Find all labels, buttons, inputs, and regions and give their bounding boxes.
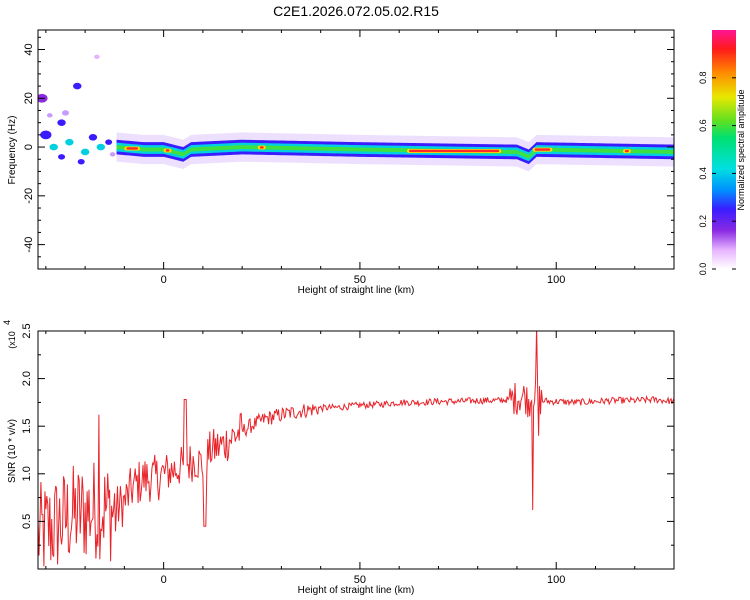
snr-scale-label: (x10 4 bbox=[2, 320, 17, 349]
snr-line bbox=[38, 331, 674, 567]
spectrogram-ytick-label: 0 bbox=[23, 144, 35, 150]
snr-plot-area bbox=[38, 331, 674, 569]
colorbar: 0.0 0.2 0.4 0.6 0.8 Normalized spectral ampl… bbox=[698, 30, 746, 275]
colorbar-tick-label: 0.6 bbox=[698, 119, 708, 132]
spectrogram-hotspot-core bbox=[534, 148, 551, 151]
snr-ytick-label: 0.5 bbox=[21, 514, 33, 529]
spectrogram-hotspot-core bbox=[409, 149, 500, 153]
colorbar-ticks: 0.0 0.2 0.4 0.6 0.8 bbox=[698, 72, 736, 276]
spectrogram-heatmap bbox=[38, 54, 674, 172]
colorbar-gradient bbox=[712, 30, 736, 269]
snr-xlabel: Height of straight line (km) bbox=[298, 585, 415, 596]
spectrogram-blob bbox=[61, 110, 69, 116]
snr-panel: 0 50 100 0.5 1.0 1.5 2.0 2.5 Height of straight… bbox=[2, 320, 675, 596]
snr-series bbox=[38, 331, 674, 567]
spectrogram-hotspot-core bbox=[165, 149, 170, 152]
snr-ylabel: SNR (10 * v/v) bbox=[7, 419, 18, 483]
spectrogram-ytick-label: -40 bbox=[23, 237, 35, 253]
spectrogram-xtick-label: 50 bbox=[354, 274, 366, 286]
spectrogram-ytick-label: 40 bbox=[23, 43, 35, 55]
spectrogram-blob bbox=[73, 82, 82, 90]
spectrogram-hotspot-core bbox=[259, 146, 264, 149]
snr-ticks: 0 50 100 0.5 1.0 1.5 2.0 2.5 bbox=[21, 323, 675, 586]
spectrogram-xlabel: Height of straight line (km) bbox=[298, 285, 415, 296]
snr-ytick-label: 2.5 bbox=[21, 323, 33, 338]
snr-ytick-label: 2.0 bbox=[21, 371, 33, 386]
snr-scale-text: (x10 bbox=[7, 331, 17, 349]
colorbar-tick-label: 0.2 bbox=[698, 215, 708, 228]
snr-xtick-label: 50 bbox=[354, 574, 366, 586]
colorbar-tick-label: 0.0 bbox=[698, 263, 708, 276]
spectrogram-hotspot-core bbox=[126, 147, 139, 150]
spectrogram-blob bbox=[57, 119, 66, 126]
colorbar-tick-label: 0.4 bbox=[698, 167, 708, 180]
snr-ytick-label: 1.0 bbox=[21, 466, 33, 481]
spectrogram-blob bbox=[58, 154, 66, 160]
figure-title: C2E1.2026.072.05.02.R15 bbox=[273, 3, 439, 19]
spectrogram-blob bbox=[94, 54, 100, 60]
spectrogram-xtick-label: 0 bbox=[161, 274, 167, 286]
spectrogram-blob bbox=[40, 130, 52, 140]
spectrogram-blob bbox=[80, 148, 90, 156]
colorbar-label: Normalized spectral amplitude bbox=[736, 89, 746, 210]
spectrogram-blob bbox=[88, 134, 98, 141]
spectrogram-blob bbox=[49, 143, 58, 151]
colorbar-tick-label: 0.8 bbox=[698, 72, 708, 85]
spectrogram-hotspot-core bbox=[624, 149, 629, 153]
snr-xtick-label: 0 bbox=[161, 574, 167, 586]
spectrogram-blob bbox=[77, 158, 85, 165]
snr-scale-exponent: 4 bbox=[2, 320, 12, 325]
spectrogram-blob bbox=[96, 143, 106, 151]
spectrogram-ylabel: Frequency (Hz) bbox=[7, 116, 18, 185]
spectrogram-frame bbox=[37, 29, 675, 270]
spectrogram-ytick-label: -20 bbox=[23, 188, 35, 204]
spectrogram-blob bbox=[46, 113, 53, 118]
snr-xtick-label: 100 bbox=[547, 574, 565, 586]
spectrogram-band-core bbox=[116, 145, 674, 159]
spectrogram-blob bbox=[105, 139, 113, 145]
snr-ytick-label: 1.5 bbox=[21, 419, 33, 434]
spectrogram-ticks: 0 50 100 -40 -20 0 20 40 bbox=[23, 30, 675, 286]
spectrogram-blob bbox=[109, 152, 116, 157]
spectrogram-panel: 0 50 100 -40 -20 0 20 40 Height of straight lin… bbox=[7, 29, 675, 296]
spectrogram-blob bbox=[65, 138, 74, 146]
spectrogram-ytick-label: 20 bbox=[23, 92, 35, 104]
spectrogram-xtick-label: 100 bbox=[547, 274, 565, 286]
